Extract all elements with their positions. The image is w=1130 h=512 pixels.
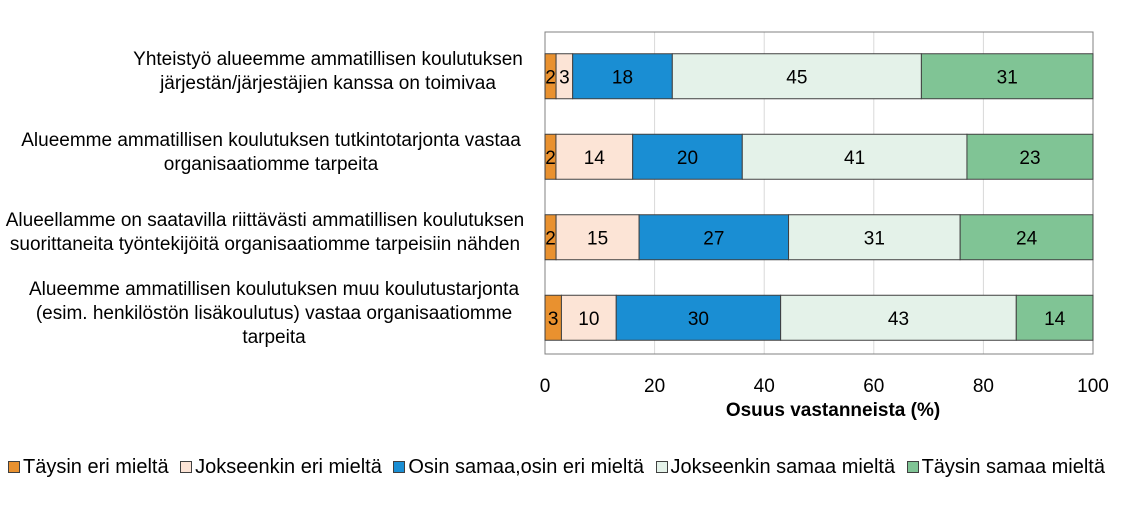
x-axis-title: Osuus vastanneista (%) bbox=[725, 400, 941, 421]
x-tick-label: 20 bbox=[644, 376, 665, 397]
data-label: 15 bbox=[587, 228, 608, 249]
bar-segment bbox=[920, 53, 1094, 100]
category-label: Alueellamme on saatavilla riittävästi am… bbox=[5, 210, 525, 256]
legend-item: Osin samaa,osin eri mieltä bbox=[393, 455, 644, 479]
data-label: 14 bbox=[1044, 309, 1066, 330]
data-label: 18 bbox=[612, 67, 633, 88]
bar-segment bbox=[741, 133, 968, 180]
legend: Täysin eri mieltä Jokseenkin eri mieltä … bbox=[8, 455, 1105, 479]
legend-swatch bbox=[180, 461, 193, 473]
data-label: 30 bbox=[688, 309, 709, 330]
data-label: 27 bbox=[703, 228, 724, 249]
legend-label: Jokseenkin eri mieltä bbox=[195, 456, 382, 478]
data-label: 41 bbox=[844, 148, 865, 169]
bar-segment bbox=[780, 294, 1017, 341]
legend-item: Täysin samaa mieltä bbox=[906, 455, 1105, 479]
legend-swatch bbox=[393, 461, 406, 473]
data-label: 3 bbox=[548, 309, 559, 330]
data-label: 24 bbox=[1016, 228, 1038, 249]
data-label: 31 bbox=[864, 228, 885, 249]
bar-segment bbox=[966, 133, 1094, 180]
legend-label: Täysin eri mieltä bbox=[23, 456, 169, 478]
data-label: 3 bbox=[559, 67, 570, 88]
legend-swatch bbox=[906, 461, 919, 473]
category-label: Alueemme ammatillisen koulutuksen tutkin… bbox=[21, 129, 521, 175]
data-label: 23 bbox=[1019, 148, 1040, 169]
bar-segment bbox=[1015, 294, 1094, 341]
x-tick-label: 40 bbox=[754, 376, 775, 397]
x-tick-label: 60 bbox=[863, 376, 884, 397]
data-label: 2 bbox=[545, 67, 556, 88]
legend-item: Jokseenkin samaa mieltä bbox=[655, 455, 896, 479]
legend-label: Osin samaa,osin eri mieltä bbox=[408, 456, 645, 478]
data-label: 43 bbox=[888, 309, 909, 330]
plot-area-border bbox=[544, 31, 1094, 355]
data-label: 20 bbox=[677, 148, 698, 169]
data-label: 10 bbox=[578, 309, 599, 330]
bar-segment bbox=[555, 133, 634, 180]
x-tick-label: 100 bbox=[1077, 376, 1109, 397]
bar-segment bbox=[632, 133, 743, 180]
bar-segment bbox=[788, 214, 961, 261]
legend-item: Täysin eri mieltä bbox=[8, 455, 169, 479]
legend-swatch bbox=[655, 461, 668, 473]
legend-label: Täysin samaa mieltä bbox=[921, 456, 1105, 478]
legend-swatch bbox=[8, 461, 20, 473]
data-label: 2 bbox=[545, 148, 556, 169]
bar-segment bbox=[638, 214, 790, 261]
data-label: 31 bbox=[997, 67, 1018, 88]
x-tick-label: 0 bbox=[540, 376, 551, 397]
legend-label: Jokseenkin samaa mieltä bbox=[670, 456, 896, 478]
data-label: 14 bbox=[584, 148, 606, 169]
legend-item: Jokseenkin eri mieltä bbox=[180, 455, 382, 479]
bar-segment bbox=[572, 53, 673, 100]
data-label: 2 bbox=[545, 228, 556, 249]
x-tick-label: 80 bbox=[973, 376, 994, 397]
category-label: Yhteistyö alueemme ammatillisen koulutuk… bbox=[133, 49, 523, 95]
data-label: 45 bbox=[786, 67, 807, 88]
bar-segment bbox=[959, 214, 1094, 261]
category-label: Alueemme ammatillisen koulutuksen muu ko… bbox=[28, 278, 520, 348]
